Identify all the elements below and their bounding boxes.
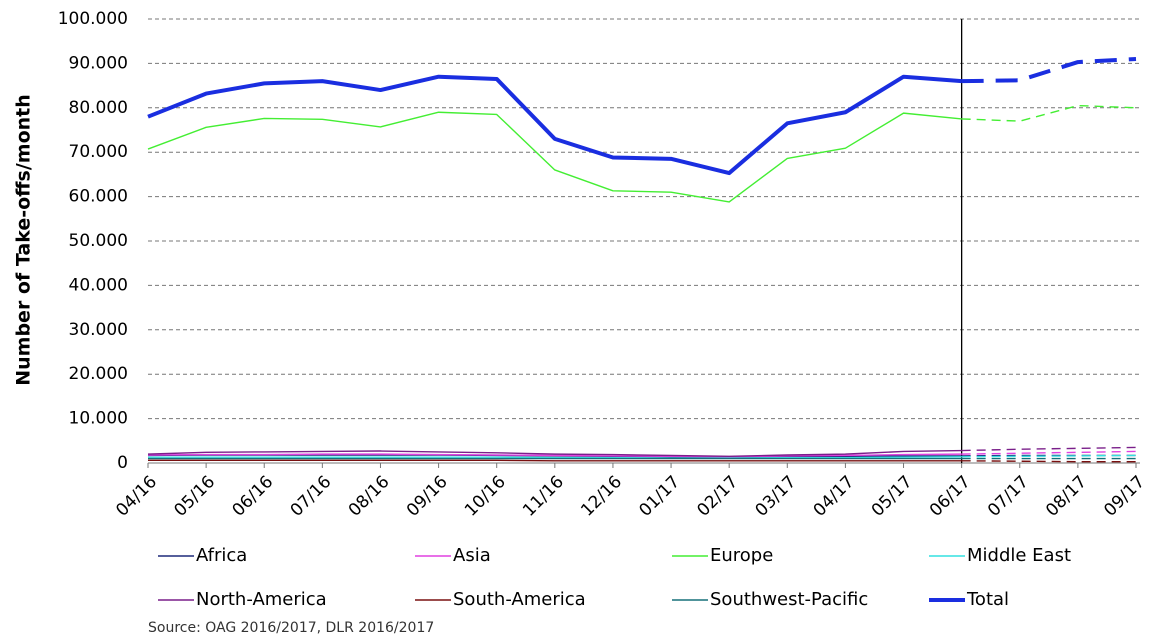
x-tick-label: 02/17 <box>693 472 742 521</box>
series-line <box>147 74 962 176</box>
series-line <box>961 56 1137 84</box>
x-tick-label: 07/16 <box>287 472 336 521</box>
x-tick-label: 08/17 <box>1042 472 1091 521</box>
series-line <box>961 454 1137 458</box>
y-tick-label: 30.000 <box>69 320 128 340</box>
y-tick-label: 40.000 <box>69 275 128 295</box>
legend-label: North-America <box>196 589 327 610</box>
legend-label: Europe <box>710 545 773 566</box>
x-tick-label: 10/16 <box>461 472 510 521</box>
x-tick-label: 09/16 <box>403 472 452 521</box>
y-tick-label: 60.000 <box>69 187 128 207</box>
x-tick-label: 05/17 <box>868 472 917 521</box>
series-line <box>961 446 1137 452</box>
series-line <box>148 456 962 459</box>
series-line <box>961 460 1136 463</box>
y-tick-label: 10.000 <box>69 409 128 429</box>
y-tick-label: 20.000 <box>69 364 128 384</box>
y-tick-label: 80.000 <box>69 98 128 118</box>
x-tick-label: 12/16 <box>577 472 626 521</box>
x-tick-label: 11/16 <box>519 472 568 521</box>
y-tick-label: 90.000 <box>69 53 128 73</box>
y-tick-label: 70.000 <box>69 142 128 162</box>
x-tick-label: 07/17 <box>984 472 1033 521</box>
legend-label: Middle East <box>967 545 1071 566</box>
source: Source: OAG 2016/2017, DLR 2016/2017 <box>148 620 434 636</box>
y-tick-label: 100.000 <box>58 9 128 29</box>
legend-label: Africa <box>196 545 247 566</box>
legend-label: Asia <box>453 545 491 566</box>
series-line <box>147 111 962 203</box>
series-line <box>147 453 962 458</box>
x-tick-label: 06/16 <box>229 472 278 521</box>
series-line <box>147 449 962 458</box>
y-tick-label: 0 <box>117 453 128 473</box>
x-tick-label: 06/17 <box>926 472 975 521</box>
y-axis-label: Number of Take-offs/month <box>13 94 35 386</box>
x-tick-label: 05/16 <box>170 472 219 521</box>
x-tick-label: 04/16 <box>112 472 161 521</box>
legend-label: South-America <box>453 589 586 610</box>
x-tick-label: 04/17 <box>810 472 859 521</box>
y-tick-label: 50.000 <box>69 231 128 251</box>
x-tick-label: 01/17 <box>635 472 684 521</box>
x-tick-label: 09/17 <box>1100 472 1149 521</box>
legend-label: Southwest-Pacific <box>710 589 868 610</box>
x-tick-label: 08/16 <box>345 472 394 521</box>
x-tick-label: 03/17 <box>752 472 801 521</box>
legend-label: Total <box>966 589 1009 610</box>
series-line <box>961 450 1137 455</box>
